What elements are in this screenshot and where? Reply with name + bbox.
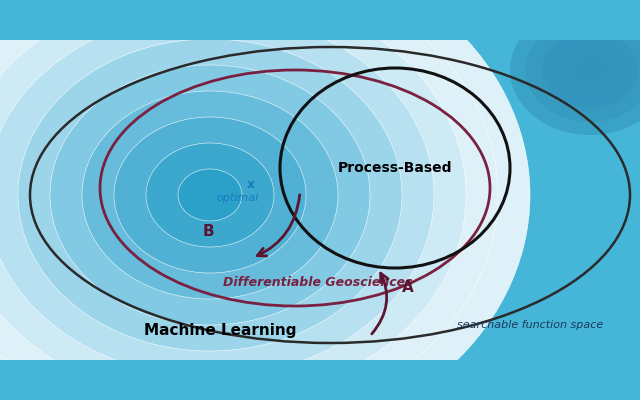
Ellipse shape (574, 57, 606, 83)
Ellipse shape (0, 0, 498, 400)
Text: A: A (402, 280, 414, 296)
Text: optimal: optimal (217, 193, 259, 203)
Text: B: B (202, 224, 214, 240)
Ellipse shape (0, 13, 434, 377)
Ellipse shape (82, 91, 338, 299)
Ellipse shape (0, 0, 530, 400)
Ellipse shape (526, 18, 640, 122)
Ellipse shape (510, 5, 640, 135)
Ellipse shape (18, 39, 402, 351)
Text: Differentiable Geosciences: Differentiable Geosciences (223, 276, 413, 288)
Text: x: x (247, 178, 255, 190)
Ellipse shape (114, 117, 306, 273)
Ellipse shape (146, 143, 274, 247)
Text: searchable function space: searchable function space (457, 320, 603, 330)
Text: Machine Learning: Machine Learning (144, 322, 296, 338)
Text: Process-Based: Process-Based (338, 161, 452, 175)
Ellipse shape (0, 0, 466, 400)
Ellipse shape (542, 31, 638, 109)
Ellipse shape (50, 65, 370, 325)
Ellipse shape (178, 169, 242, 221)
Ellipse shape (558, 44, 622, 96)
